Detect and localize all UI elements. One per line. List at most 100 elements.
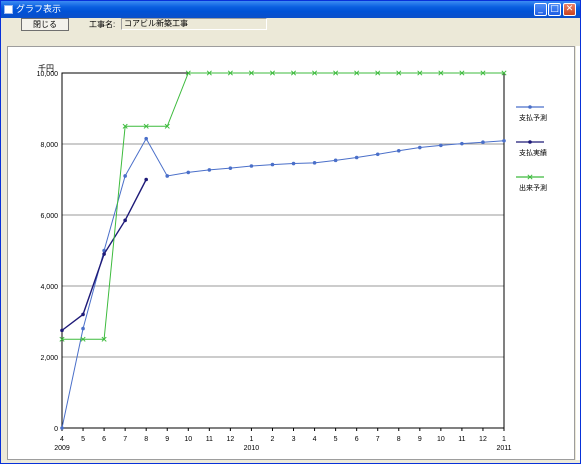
minimize-button[interactable]: _ bbox=[534, 3, 547, 16]
data-point bbox=[102, 252, 106, 256]
data-point bbox=[501, 70, 507, 76]
data-point bbox=[502, 139, 506, 143]
legend-label: 支払予測 bbox=[519, 113, 547, 122]
data-point bbox=[206, 70, 212, 76]
x-tick-label: 3 bbox=[292, 436, 296, 443]
close-window-button[interactable]: ✕ bbox=[563, 3, 576, 16]
x-tick-label: 7 bbox=[376, 436, 380, 443]
y-tick-label: 6,000 bbox=[40, 213, 58, 220]
x-tick-label: 10 bbox=[437, 436, 445, 443]
x-tick-label: 5 bbox=[81, 436, 85, 443]
x-tick-label: 8 bbox=[144, 436, 148, 443]
data-point bbox=[60, 328, 64, 333]
data-point bbox=[80, 336, 86, 342]
y-tick-label: 8,000 bbox=[40, 142, 58, 149]
x-year-label: 2011 bbox=[496, 445, 511, 452]
window-icon bbox=[4, 5, 13, 14]
x-tick-label: 1 bbox=[249, 436, 253, 443]
data-point bbox=[144, 177, 148, 182]
data-point bbox=[249, 164, 254, 168]
legend-marker bbox=[528, 105, 532, 109]
legend-label: 出来予測 bbox=[519, 183, 547, 192]
data-point bbox=[481, 140, 485, 145]
x-tick-label: 12 bbox=[226, 436, 234, 443]
data-point bbox=[270, 162, 275, 167]
series-line bbox=[61, 137, 505, 429]
close-button[interactable]: 閉じる bbox=[21, 18, 69, 31]
x-tick-label: 12 bbox=[479, 436, 487, 443]
series-3 bbox=[59, 70, 507, 342]
data-point bbox=[122, 123, 128, 129]
data-point bbox=[269, 70, 276, 76]
data-point bbox=[59, 336, 65, 342]
data-point bbox=[123, 174, 127, 178]
data-point bbox=[143, 123, 149, 129]
data-point bbox=[417, 70, 423, 76]
data-point bbox=[439, 143, 443, 148]
x-tick-label: 9 bbox=[165, 436, 169, 443]
data-point bbox=[186, 170, 191, 175]
x-tick-label: 4 bbox=[60, 436, 64, 443]
series-1 bbox=[60, 136, 506, 430]
title-bar[interactable]: グラフ表示 _ □ ✕ bbox=[1, 1, 580, 18]
data-point bbox=[228, 166, 233, 170]
chart-panel: 千円 0 2,000 4,000 6,000 8,000 10,000 4 5 6 7 8 9 10 1… bbox=[7, 46, 575, 460]
y-axis-ticks: 0 2,000 4,000 6,000 8,000 10,000 bbox=[37, 71, 59, 433]
x-tick-label: 10 bbox=[184, 436, 192, 443]
data-point bbox=[375, 70, 381, 76]
data-point bbox=[144, 136, 148, 141]
data-point bbox=[312, 70, 318, 76]
data-point bbox=[123, 218, 127, 223]
data-point bbox=[460, 141, 464, 146]
data-point bbox=[185, 70, 191, 76]
x-tick-label: 7 bbox=[123, 436, 127, 443]
y-tick-label: 0 bbox=[54, 426, 58, 433]
legend-marker bbox=[527, 174, 533, 180]
data-point bbox=[396, 148, 401, 153]
maximize-button[interactable]: □ bbox=[548, 3, 561, 16]
data-point bbox=[81, 326, 85, 331]
job-name-field: コアビル新築工事 bbox=[121, 18, 267, 30]
data-point bbox=[333, 158, 338, 163]
legend-label: 支払実績 bbox=[519, 148, 547, 157]
data-point bbox=[333, 70, 339, 76]
data-point bbox=[290, 70, 297, 76]
window-title: グラフ表示 bbox=[16, 4, 62, 14]
y-axis-label: 千円 bbox=[38, 63, 54, 73]
data-point bbox=[480, 70, 486, 76]
data-point bbox=[418, 145, 422, 150]
x-tick-label: 6 bbox=[102, 436, 106, 443]
y-tick-label: 2,000 bbox=[40, 355, 58, 362]
job-name-label: 工事名: bbox=[89, 20, 116, 29]
x-tick-label: 8 bbox=[397, 436, 401, 443]
y-tick-label: 4,000 bbox=[40, 284, 58, 291]
x-year-label: 2009 bbox=[54, 445, 70, 452]
x-tick-label: 2 bbox=[271, 436, 275, 443]
data-point bbox=[459, 70, 465, 76]
data-point bbox=[354, 155, 359, 160]
data-point bbox=[312, 161, 317, 165]
series-2 bbox=[60, 177, 148, 333]
data-point bbox=[396, 70, 402, 76]
y-tick-label: 10,000 bbox=[37, 71, 59, 78]
right-edge-strip bbox=[576, 46, 580, 460]
x-tick-label: 11 bbox=[206, 436, 213, 443]
x-tick-label: 5 bbox=[334, 436, 338, 443]
series-lines bbox=[59, 70, 507, 430]
legend-marker bbox=[528, 140, 532, 144]
data-point bbox=[165, 174, 170, 178]
data-point bbox=[81, 312, 85, 317]
x-tick-label: 11 bbox=[458, 436, 465, 443]
data-point bbox=[248, 70, 254, 76]
x-tick-label: 4 bbox=[313, 436, 317, 443]
data-point bbox=[291, 161, 296, 166]
data-point bbox=[164, 123, 170, 129]
data-point bbox=[60, 426, 64, 430]
data-point bbox=[207, 168, 212, 172]
x-tick-label: 1 bbox=[502, 436, 506, 443]
data-point bbox=[101, 336, 107, 342]
grid-lines bbox=[62, 143, 504, 358]
